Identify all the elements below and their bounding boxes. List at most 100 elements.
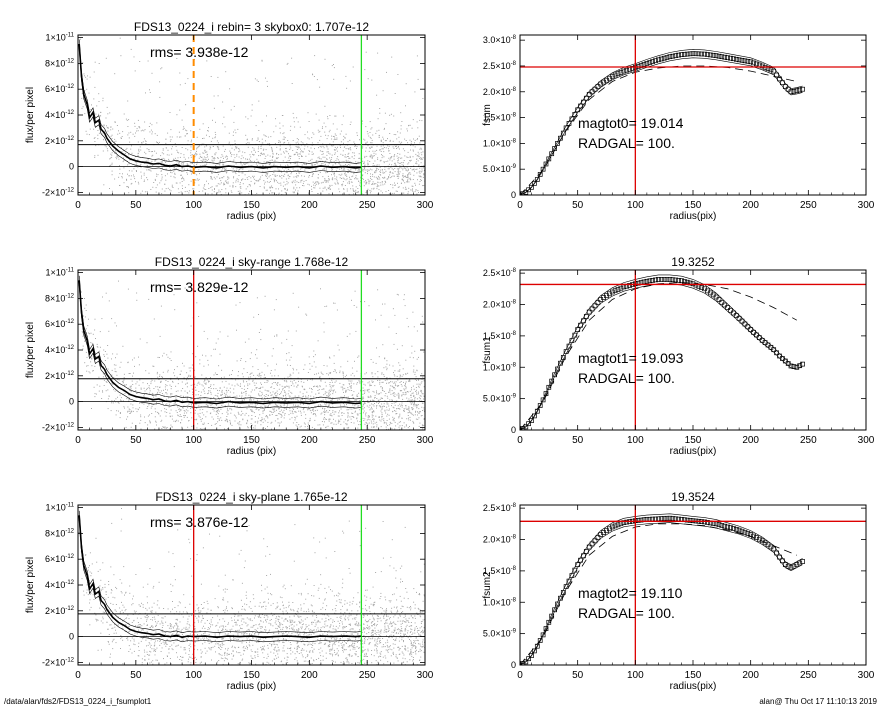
scatter-point — [225, 396, 226, 398]
scatter-point — [296, 152, 298, 154]
scatter-point — [147, 179, 149, 181]
scatter-point — [384, 180, 386, 182]
scatter-point — [113, 400, 115, 402]
scatter-point — [181, 178, 182, 180]
scatter-point — [402, 179, 404, 181]
scatter-point — [104, 360, 106, 361]
scatter-point — [381, 148, 383, 150]
scatter-point — [143, 130, 145, 132]
scatter-point — [107, 126, 109, 128]
scatter-point — [282, 389, 284, 391]
scatter-point — [129, 389, 131, 391]
scatter-point — [389, 153, 391, 154]
scatter-point — [372, 155, 374, 157]
scatter-point — [246, 139, 248, 141]
scatter-point — [347, 415, 349, 417]
scatter-point — [412, 185, 414, 187]
scatter-point — [227, 176, 228, 178]
scatter-point — [382, 177, 384, 178]
scatter-point — [288, 385, 290, 387]
scatter-point — [277, 167, 279, 169]
scatter-point — [328, 188, 330, 189]
scatter-point — [289, 129, 291, 131]
scatter-point — [418, 164, 420, 166]
scatter-point — [322, 388, 324, 390]
scatter-point — [267, 390, 269, 392]
scatter-point — [368, 305, 370, 307]
scatter-point — [331, 135, 333, 137]
scatter-point — [213, 176, 215, 178]
scatter-point — [417, 160, 419, 162]
scatter-point — [259, 395, 261, 397]
scatter-point — [118, 176, 120, 178]
scatter-point — [286, 161, 288, 163]
scatter-point — [392, 400, 393, 402]
scatter-point — [343, 188, 345, 190]
scatter-point — [303, 180, 305, 182]
scatter-point — [139, 146, 141, 148]
scatter-point — [393, 156, 395, 158]
scatter-point — [222, 123, 224, 125]
scatter-point — [420, 411, 421, 413]
scatter-point — [279, 145, 281, 147]
scatter-point — [288, 352, 290, 354]
scatter-point — [253, 177, 254, 179]
scatter-point — [313, 76, 315, 77]
scatter-point — [399, 425, 401, 427]
scatter-point — [241, 373, 243, 375]
scatter-point — [186, 382, 188, 384]
scatter-point — [314, 410, 316, 412]
scatter-point — [221, 377, 222, 379]
y-tick-mantissa: -2×10 — [42, 187, 65, 197]
scatter-point — [373, 391, 375, 393]
scatter-point — [417, 138, 418, 140]
scatter-point — [109, 112, 111, 114]
scatter-point — [290, 158, 291, 160]
scatter-point — [277, 169, 279, 171]
scatter-point — [83, 73, 85, 75]
scatter-point — [313, 396, 315, 398]
scatter-point — [371, 403, 373, 405]
y-tick-mantissa: 6×10 — [45, 84, 65, 94]
scatter-point — [228, 132, 230, 134]
scatter-point — [243, 163, 245, 165]
scatter-point — [287, 175, 289, 177]
scatter-point — [336, 206, 337, 207]
scatter-point — [399, 132, 401, 134]
scatter-point — [384, 172, 386, 174]
scatter-point — [410, 179, 411, 181]
scatter-point — [226, 171, 228, 173]
scatter-point — [267, 224, 268, 225]
scatter-point — [174, 157, 176, 159]
scatter-point — [276, 395, 278, 397]
scatter-point — [91, 342, 93, 344]
scatter-point — [151, 413, 153, 414]
scatter-point — [252, 380, 254, 382]
scatter-point — [380, 190, 382, 192]
scatter-point — [272, 165, 274, 167]
scatter-point — [107, 389, 109, 391]
scatter-point — [307, 131, 308, 133]
scatter-point — [261, 202, 262, 203]
scatter-point — [198, 178, 200, 180]
scatter-point — [405, 169, 407, 171]
scatter-point — [416, 369, 418, 371]
scatter-point — [304, 145, 306, 147]
scatter-point — [207, 212, 208, 213]
scatter-point — [378, 416, 380, 418]
scatter-point — [201, 412, 203, 414]
scatter-point — [103, 139, 104, 141]
scatter-point — [250, 418, 252, 420]
fsum-marker — [575, 107, 581, 113]
scatter-point — [414, 398, 416, 400]
scatter-point — [333, 384, 335, 386]
scatter-point — [121, 176, 123, 177]
scatter-point — [417, 78, 419, 80]
scatter-point — [415, 184, 416, 186]
fsum-marker — [687, 51, 693, 57]
scatter-point — [119, 165, 120, 167]
scatter-point — [242, 376, 244, 378]
scatter-point — [376, 407, 377, 409]
scatter-point — [161, 174, 163, 176]
scatter-point — [339, 177, 341, 179]
